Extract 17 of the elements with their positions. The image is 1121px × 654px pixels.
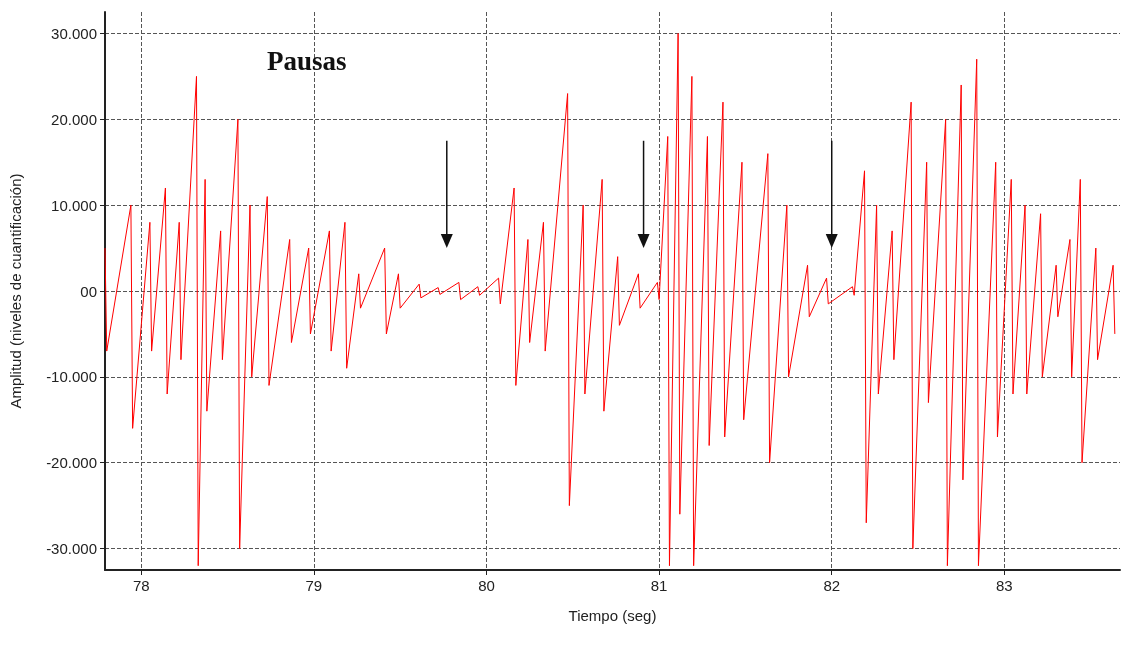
x-tick-label: 81: [650, 577, 668, 594]
x-tick-label: 82: [823, 577, 841, 594]
line-series: [104, 32, 1116, 567]
y-tick-label: -10.000: [46, 368, 97, 386]
y-tick-label: 30.000: [51, 24, 97, 42]
x-tick-label: 80: [478, 577, 495, 594]
y-tick-label: -20.000: [46, 454, 97, 472]
y-axis-title: Amplitud (niveles de cuantificación): [7, 173, 24, 409]
y-tick-label: 10.000: [51, 196, 97, 214]
x-axis-title: Tiempo (seg): [568, 607, 657, 624]
y-tick-label: 20.000: [51, 110, 97, 128]
x-tick-label: 83: [996, 577, 1013, 594]
x-tick-label: 79: [305, 577, 323, 594]
x-tick-label: 78: [132, 577, 150, 594]
y-tick-label: -30.000: [46, 540, 97, 558]
y-tick-label: 00: [80, 282, 97, 300]
text: Pausas: [267, 45, 347, 76]
